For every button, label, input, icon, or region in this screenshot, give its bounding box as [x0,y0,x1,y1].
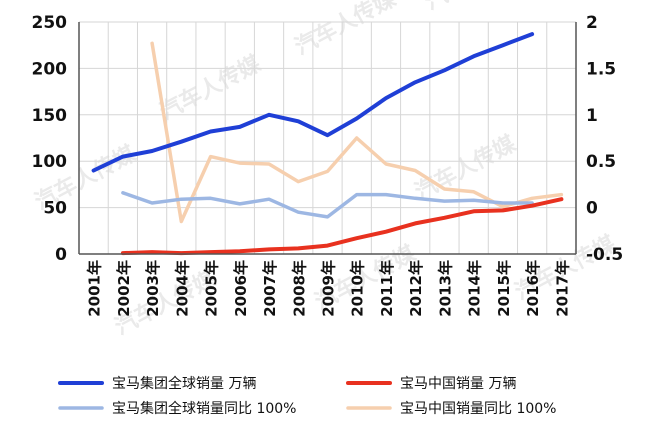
x-tick-label: 2017年 [553,260,571,317]
x-tick-label: 2015年 [495,260,513,317]
x-tick-label: 2011年 [378,260,396,317]
series-line-1 [120,197,564,256]
x-tick-label: 2003年 [144,260,162,317]
x-tick-label: 2004年 [173,260,191,317]
left-tick-label: 150 [32,106,68,126]
x-tick-label: 2016年 [524,260,542,317]
right-tick-label: 0.5 [586,152,616,172]
watermark-text: 汽车人传媒 [291,0,401,60]
series-line-0 [91,32,535,173]
x-tick-label: 2001年 [86,260,104,317]
watermark-text: 汽车人传媒 [421,0,531,15]
x-tick-label: 2005年 [203,260,221,317]
legend-label: 宝马中国销量 万辆 [400,376,516,392]
right-tick-label: 0 [586,199,598,219]
x-tick-label: 2009年 [320,260,338,317]
x-tick-label: 2013年 [436,260,454,317]
legend-label: 宝马集团全球销量 万辆 [112,375,256,392]
x-tick-label: 2002年 [115,260,133,317]
x-tick-label: 2007年 [261,260,279,317]
series-line-2 [121,191,534,219]
right-tick-label: 1 [586,106,598,126]
left-tick-label: 100 [32,152,68,172]
left-tick-label: 250 [32,13,68,33]
x-tick-label: 2012年 [407,260,425,317]
watermark-text: 汽车人传媒 [156,50,266,125]
left-tick-label: 0 [55,245,67,265]
x-tick-label: 2010年 [349,260,367,317]
axes: 0 50 100 150 200 250 -0.5 0 0.5 1 1.5 2 2001年 2002年 20… [32,13,624,317]
watermark-text: 汽车人传媒 [411,130,521,205]
left-tick-label: 50 [43,199,67,219]
series-lines [91,32,564,256]
legend-label: 宝马中国销量同比 100% [400,401,556,417]
right-tick-label: 1.5 [586,59,616,79]
right-tick-label: -0.5 [586,245,623,265]
right-tick-label: 2 [586,13,598,33]
x-tick-label: 2008年 [290,260,308,317]
left-tick-label: 200 [32,59,68,79]
x-tick-label: 2006年 [232,260,250,317]
x-tick-label: 2014年 [466,260,484,317]
legend-label: 宝马集团全球销量同比 100% [112,400,296,417]
gridlines [78,21,577,255]
